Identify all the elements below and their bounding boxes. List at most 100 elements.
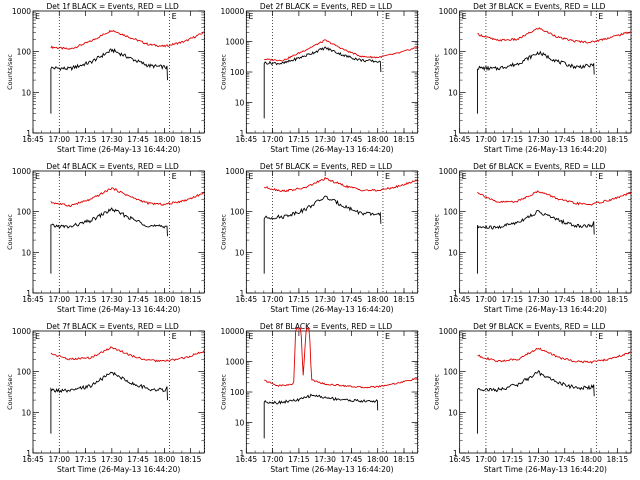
detector-panel-5: Det 5f BLACK = Events, RED = LLD 1 10 100 10…	[219, 162, 419, 314]
marker-label: E	[385, 172, 390, 181]
panel-title: Det 3f BLACK = Events, RED = LLD	[473, 2, 606, 11]
y-axis-label: Counts/sec	[6, 54, 14, 90]
marker-label: E	[598, 12, 603, 21]
y-tick-label: 10000	[220, 7, 244, 16]
panel-title: Det 2f BLACK = Events, RED = LLD	[260, 2, 393, 11]
plot-frame	[459, 170, 632, 294]
x-tick-label: 18:00	[154, 295, 176, 304]
y-tick-label: 100	[443, 208, 458, 217]
x-tick-label: 17:30	[528, 135, 550, 144]
x-axis-label: Start Time (26-May-13 16:44:20)	[270, 465, 393, 474]
y-tick-label: 10	[448, 248, 458, 257]
detector-panel-4: Det 4f BLACK = Events, RED = LLD 1 10 100 10…	[6, 162, 206, 314]
series-line-events	[263, 46, 382, 119]
series-line-events	[263, 195, 382, 274]
series-line-events	[477, 370, 595, 434]
x-tick-label: 17:45	[554, 455, 576, 464]
y-tick-label: 10	[235, 248, 245, 257]
series-line-events	[477, 210, 595, 274]
x-axis-label: Start Time (26-May-13 16:44:20)	[270, 305, 393, 314]
x-tick-label: 18:00	[367, 295, 389, 304]
x-tick-label: 18:00	[580, 135, 602, 144]
plot-frame	[459, 330, 632, 454]
panel-title: Det 1f BLACK = Events, RED = LLD	[47, 2, 180, 11]
x-tick-label: 18:15	[607, 135, 629, 144]
marker-label: E	[385, 332, 390, 341]
x-tick-label: 16:45	[236, 295, 258, 304]
x-tick-label: 17:45	[341, 455, 363, 464]
marker-label: E	[248, 12, 253, 21]
marker-label: E	[462, 172, 467, 181]
y-tick-label: 10	[235, 99, 245, 108]
panel-title: Det 8f BLACK = Events, RED = LLD	[260, 322, 393, 331]
x-tick-label: 17:15	[75, 295, 97, 304]
y-tick-label: 1	[240, 449, 245, 458]
marker-label: E	[172, 12, 177, 21]
x-tick-label: 17:45	[554, 295, 576, 304]
y-axis-label: Counts/sec	[219, 214, 227, 250]
x-tick-label: 18:15	[393, 455, 415, 464]
x-tick-label: 17:00	[48, 135, 70, 144]
y-tick-label: 10	[235, 419, 245, 428]
x-tick-label: 18:00	[367, 455, 389, 464]
marker-label: E	[598, 332, 603, 341]
x-tick-label: 18:00	[580, 455, 602, 464]
series-line-lld	[264, 327, 418, 389]
x-tick-label: 18:15	[393, 295, 415, 304]
series-line-lld	[50, 29, 205, 51]
y-tick-label: 1	[26, 129, 31, 138]
marker-label: E	[248, 172, 253, 181]
marker-label: E	[35, 172, 40, 181]
y-axis-label: Counts/sec	[433, 374, 441, 410]
y-tick-label: 100	[17, 368, 32, 377]
y-tick-label: 1	[453, 449, 458, 458]
y-tick-label: 1	[240, 289, 245, 298]
y-axis-label: Counts/sec	[219, 374, 227, 410]
y-tick-label: 1000	[225, 167, 244, 176]
x-tick-label: 17:45	[554, 135, 576, 144]
x-tick-label: 17:00	[475, 135, 497, 144]
x-tick-label: 17:00	[262, 455, 284, 464]
y-tick-label: 100	[443, 368, 458, 377]
series-line-events	[50, 371, 168, 434]
x-tick-label: 18:00	[367, 135, 389, 144]
x-tick-label: 16:45	[22, 295, 44, 304]
y-tick-label: 1	[453, 289, 458, 298]
x-tick-label: 16:45	[22, 135, 44, 144]
x-tick-label: 17:15	[288, 295, 310, 304]
y-tick-label: 1000	[12, 167, 31, 176]
x-tick-label: 18:15	[180, 135, 202, 144]
plot-frame	[245, 10, 419, 134]
series-line-lld	[263, 176, 418, 193]
panel-title: Det 9f BLACK = Events, RED = LLD	[473, 322, 606, 331]
x-tick-label: 17:00	[262, 135, 284, 144]
y-tick-label: 1	[26, 449, 31, 458]
x-tick-label: 17:00	[48, 295, 70, 304]
panel-title: Det 7f BLACK = Events, RED = LLD	[47, 322, 180, 331]
y-tick-label: 1	[453, 129, 458, 138]
x-tick-label: 17:00	[475, 295, 497, 304]
y-tick-label: 1000	[439, 7, 458, 16]
y-tick-label: 10	[21, 88, 31, 97]
y-tick-label: 100	[17, 208, 32, 217]
y-tick-label: 1	[240, 129, 245, 138]
x-tick-label: 18:00	[154, 455, 176, 464]
y-tick-label: 100	[230, 68, 245, 77]
x-tick-label: 17:30	[528, 455, 550, 464]
y-axis-label: Counts/sec	[6, 214, 14, 250]
x-tick-label: 17:00	[475, 455, 497, 464]
marker-label: E	[172, 332, 177, 341]
x-tick-label: 16:45	[22, 455, 44, 464]
x-tick-label: 18:15	[607, 455, 629, 464]
marker-label: E	[598, 172, 603, 181]
plot-frame	[245, 170, 419, 294]
y-axis-label: Counts/sec	[433, 214, 441, 250]
detector-panel-2: Det 2f BLACK = Events, RED = LLD 1 10 100 10…	[219, 2, 419, 154]
x-tick-label: 17:15	[501, 455, 523, 464]
x-axis-label: Start Time (26-May-13 16:44:20)	[57, 145, 180, 154]
x-tick-label: 17:30	[314, 455, 336, 464]
y-tick-label: 10	[21, 408, 31, 417]
x-tick-label: 17:15	[288, 455, 310, 464]
x-tick-label: 17:30	[314, 135, 336, 144]
x-tick-label: 16:45	[236, 135, 258, 144]
